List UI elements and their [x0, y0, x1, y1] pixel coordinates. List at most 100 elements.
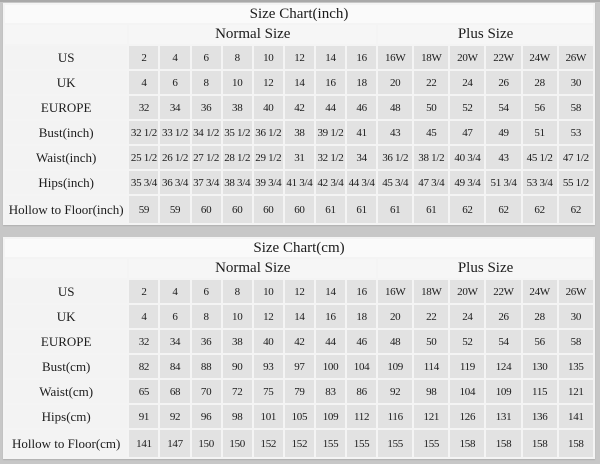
value-cell: 114 [414, 355, 449, 378]
value-cell: 62 [522, 196, 557, 223]
value-cell: 16 [347, 46, 377, 69]
value-cell: 50 [414, 96, 449, 119]
value-cell: 56 [522, 330, 557, 353]
value-cell: 68 [160, 380, 190, 403]
value-cell: 12 [284, 46, 314, 69]
value-cell: 135 [558, 355, 593, 378]
value-cell: 24 [450, 71, 485, 94]
value-cell: 52 [450, 96, 485, 119]
value-cell: 60 [284, 196, 314, 223]
value-cell: 104 [347, 355, 377, 378]
table-row: US 2 4 6 8 10 12 14 16 16W 18W 20W 22W 24W 26W [5, 280, 593, 303]
value-cell: 58 [558, 96, 593, 119]
value-cell: 26W [558, 46, 593, 69]
value-cell: 60 [253, 196, 283, 223]
value-cell: 38 1/2 [414, 146, 449, 169]
value-cell: 45 3/4 [378, 171, 413, 194]
table-row: EUROPE 32 34 36 38 40 42 44 46 48 50 52 54 56 58 [5, 96, 593, 119]
value-cell: 8 [191, 71, 221, 94]
value-cell: 98 [414, 380, 449, 403]
value-cell: 22W [486, 46, 521, 69]
normal-size-header: Normal Size [129, 259, 377, 278]
value-cell: 61 [347, 196, 377, 223]
value-cell: 40 3/4 [450, 146, 485, 169]
value-cell: 16W [378, 280, 413, 303]
value-cell: 27 1/2 [191, 146, 221, 169]
value-cell: 20W [450, 280, 485, 303]
value-cell: 50 [414, 330, 449, 353]
size-chart-cm-table: Size Chart(cm) Normal Size Plus Size US 2 4 6 8… [3, 237, 595, 459]
value-cell: 4 [160, 46, 190, 69]
value-cell: 32 1/2 [129, 121, 159, 144]
corner-cell [5, 25, 128, 44]
value-cell: 14 [284, 305, 314, 328]
value-cell: 41 3/4 [284, 171, 314, 194]
value-cell: 16 [315, 305, 346, 328]
value-cell: 47 1/2 [558, 146, 593, 169]
value-cell: 40 [253, 96, 283, 119]
table-row: UK 4 6 8 10 12 14 16 18 20 22 24 26 28 30 [5, 71, 593, 94]
value-cell: 35 1/2 [222, 121, 252, 144]
value-cell: 35 3/4 [129, 171, 159, 194]
value-cell: 47 3/4 [414, 171, 449, 194]
value-cell: 39 3/4 [253, 171, 283, 194]
value-cell: 6 [160, 71, 190, 94]
value-cell: 75 [253, 380, 283, 403]
row-label: US [5, 46, 128, 69]
value-cell: 8 [222, 46, 252, 69]
value-cell: 16 [347, 280, 377, 303]
value-cell: 48 [378, 96, 413, 119]
value-cell: 34 [347, 146, 377, 169]
row-label: EUROPE [5, 330, 128, 353]
value-cell: 72 [222, 380, 252, 403]
table-row: Hollow to Floor(cm) 141 147 150 150 152 152 155… [5, 430, 593, 457]
value-cell: 141 [129, 430, 159, 457]
value-cell: 14 [315, 280, 346, 303]
value-cell: 26 1/2 [160, 146, 190, 169]
row-label: UK [5, 71, 128, 94]
value-cell: 38 [284, 121, 314, 144]
value-cell: 30 [558, 71, 593, 94]
value-cell: 36 3/4 [160, 171, 190, 194]
value-cell: 46 [347, 96, 377, 119]
row-label: US [5, 280, 128, 303]
table-row: Bust(cm) 82 84 88 90 93 97 100 104 109 114 119 124 13… [5, 355, 593, 378]
value-cell: 155 [378, 430, 413, 457]
value-cell: 62 [558, 196, 593, 223]
value-cell: 54 [486, 330, 521, 353]
value-cell: 104 [450, 380, 485, 403]
value-cell: 20 [378, 305, 413, 328]
value-cell: 97 [284, 355, 314, 378]
value-cell: 16 [315, 71, 346, 94]
value-cell: 38 3/4 [222, 171, 252, 194]
value-cell: 101 [253, 405, 283, 428]
table-row: Bust(inch) 32 1/2 33 1/2 34 1/2 35 1/2 36 1/2… [5, 121, 593, 144]
value-cell: 2 [129, 46, 159, 69]
value-cell: 31 [284, 146, 314, 169]
value-cell: 70 [191, 380, 221, 403]
value-cell: 20W [450, 46, 485, 69]
row-label: Bust(cm) [5, 355, 128, 378]
value-cell: 22W [486, 280, 521, 303]
value-cell: 28 [522, 305, 557, 328]
value-cell: 131 [486, 405, 521, 428]
table-title: Size Chart(inch) [5, 5, 593, 23]
value-cell: 45 [414, 121, 449, 144]
value-cell: 26 [486, 305, 521, 328]
value-cell: 62 [450, 196, 485, 223]
value-cell: 43 [378, 121, 413, 144]
value-cell: 18 [347, 71, 377, 94]
value-cell: 61 [378, 196, 413, 223]
row-label: Hips(inch) [5, 171, 128, 194]
table-row: Waist(inch) 25 1/2 26 1/2 27 1/2 28 1/2 29 1/… [5, 146, 593, 169]
value-cell: 79 [284, 380, 314, 403]
value-cell: 26 [486, 71, 521, 94]
group-header-row: Normal Size Plus Size [5, 259, 593, 278]
value-cell: 116 [378, 405, 413, 428]
value-cell: 121 [558, 380, 593, 403]
size-chart-inch-table: Size Chart(inch) Normal Size Plus Size US 2 4… [3, 3, 595, 225]
row-label: Waist(inch) [5, 146, 128, 169]
value-cell: 20 [378, 71, 413, 94]
value-cell: 42 [284, 330, 314, 353]
